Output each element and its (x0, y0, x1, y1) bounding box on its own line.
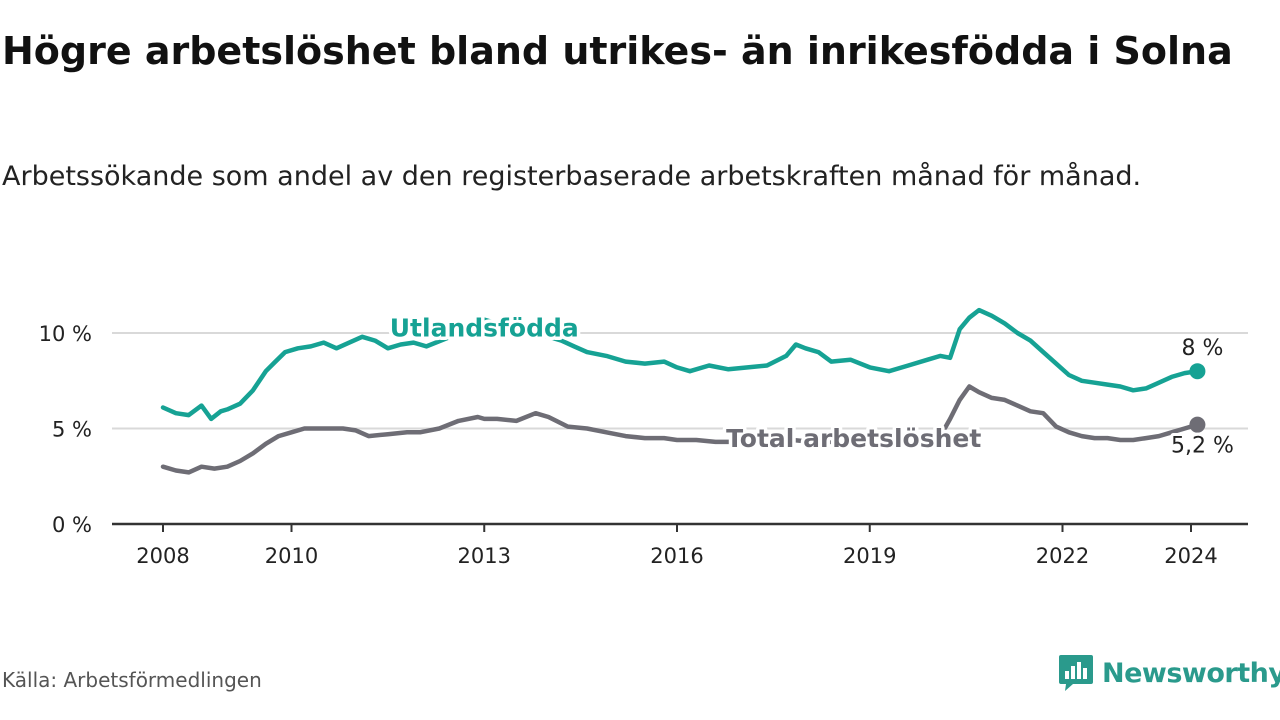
x-tick-label: 2013 (458, 544, 511, 568)
end-value-label-total: 5,2 % (1171, 434, 1234, 459)
axes: 0 % 5 % 10 % 2008 2010 2013 2016 2019 2022 2024 (39, 322, 1248, 568)
y-tick-label: 10 % (39, 322, 92, 346)
source-note: Källa: Arbetsförmedlingen (2, 668, 262, 692)
brand-name: Newsworthy (1102, 657, 1280, 689)
brand-logo: Newsworthy (1058, 654, 1280, 692)
series-labels: Utlandsfödda Total arbetslöshet 8 % 5,2 % (386, 310, 1237, 462)
line-chart: 0 % 5 % 10 % 2008 2010 2013 2016 2019 2022 2024 U… (39, 307, 1248, 568)
series-label-utlandsfodda: Utlandsfödda (390, 313, 579, 342)
series-line-total (160, 384, 1200, 475)
chart-title: Högre arbetslöshet bland utrikes- än inr… (2, 29, 1233, 73)
end-point-utlandsfodda (1189, 363, 1206, 380)
x-tick-label: 2016 (650, 544, 703, 568)
x-tick-label: 2022 (1036, 544, 1089, 568)
series-label-total: Total arbetslöshet (726, 424, 981, 453)
series-lines (160, 307, 1206, 475)
x-tick-label: 2019 (843, 544, 896, 568)
end-point-total (1189, 416, 1206, 433)
chart-subtitle: Arbetssökande som andel av den registerb… (2, 161, 1142, 192)
end-value-label-utlandsfodda: 8 % (1181, 336, 1223, 361)
series-line-utlandsfodda (160, 307, 1200, 422)
x-tick-label: 2010 (265, 544, 318, 568)
x-tick-label: 2008 (136, 544, 189, 568)
newsworthy-logo-icon (1059, 655, 1093, 691)
x-tick-label: 2024 (1164, 544, 1217, 568)
y-tick-label: 5 % (52, 418, 92, 442)
y-tick-label: 0 % (52, 513, 92, 537)
